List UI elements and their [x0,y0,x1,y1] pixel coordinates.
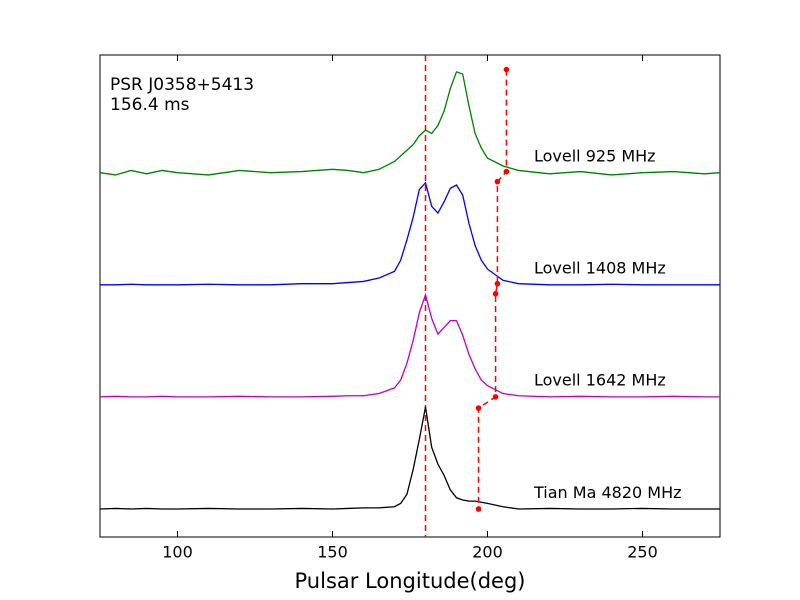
x-tick-label: 150 [317,543,348,562]
x-tick-label: 250 [627,543,658,562]
x-tick-label: 100 [162,543,193,562]
series-label: Lovell 925 MHz [534,147,656,166]
plot-frame [99,54,721,538]
annotation: PSR J0358+5413 [110,75,254,95]
x-axis-label: Pulsar Longitude(deg) [295,569,526,593]
profile-line [99,70,721,176]
x-tick-label: 200 [472,543,503,562]
marker-dot [475,506,482,512]
series-label: Lovell 1408 MHz [534,259,666,278]
marker-dot [492,290,499,297]
marker-dot [503,168,510,175]
profile-line [99,292,720,398]
profile-line [99,406,720,510]
series-label: Lovell 1642 MHz [534,371,666,390]
marker-dot [494,178,501,185]
series-label: Tian Ma 4820 MHz [533,483,682,502]
annotation: 156.4 ms [110,95,190,115]
profile-line [100,181,720,286]
marker-line [477,69,508,509]
marker-dot [475,405,482,411]
marker-dot [503,66,510,73]
marker-dot [494,280,501,287]
marker-dot [492,394,499,400]
